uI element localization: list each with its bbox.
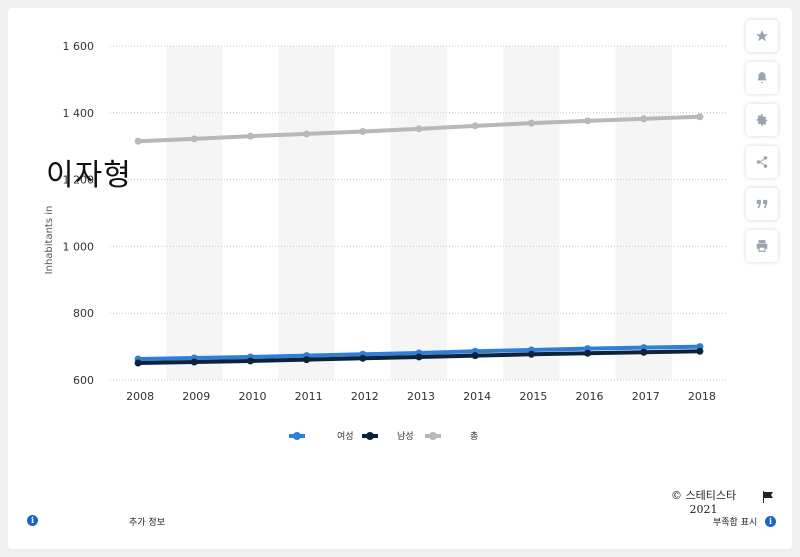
legend-swatch-dot [429, 432, 437, 440]
series-2 [134, 113, 704, 145]
sidebar-toolbar [746, 20, 780, 272]
x-tick-label: 2008 [126, 390, 154, 403]
legend-label: 여성 [337, 430, 354, 442]
data-point[interactable] [190, 135, 198, 143]
legend-item[interactable]: 총 [425, 431, 478, 442]
data-point[interactable] [471, 352, 479, 360]
data-point[interactable] [527, 350, 535, 358]
x-axis-ticks: 2008 2009 2010 2011 2012 2013 2014 2015 2016 2017… [126, 390, 716, 403]
data-point[interactable] [415, 125, 423, 133]
bell-icon [757, 72, 767, 84]
data-point[interactable] [359, 128, 367, 136]
info-icon[interactable]: i [27, 515, 38, 526]
data-point[interactable] [527, 119, 535, 127]
share-button[interactable] [746, 146, 778, 178]
gridlines [110, 45, 728, 381]
legend-swatch-dot [293, 432, 301, 440]
legend-item[interactable]: 여성 [289, 430, 354, 442]
data-point[interactable] [471, 122, 479, 130]
data-point[interactable] [134, 359, 142, 367]
x-tick-label: 2017 [632, 390, 660, 403]
legend-item[interactable]: 남성 [362, 431, 414, 442]
copyright-line2: 2021 [689, 503, 718, 516]
data-point[interactable] [640, 115, 648, 123]
x-tick-label: 2014 [463, 390, 491, 403]
legend-label: 남성 [397, 431, 414, 442]
star-icon [756, 30, 768, 42]
series-lines [134, 113, 704, 367]
gear-icon [756, 114, 768, 126]
data-point[interactable] [696, 113, 704, 121]
x-tick-label: 2018 [688, 390, 716, 403]
report-info-icon[interactable]: i [765, 516, 776, 527]
y-axis-label: Inhabitants in [44, 206, 55, 275]
alternating-bands [166, 46, 672, 380]
copyright-line1: © 스테티스타 [671, 489, 737, 502]
x-tick-label: 2012 [351, 390, 379, 403]
overlay-title: 이자형 [46, 158, 132, 193]
cite-button[interactable] [746, 188, 778, 220]
data-point[interactable] [415, 353, 423, 361]
data-point[interactable] [696, 347, 704, 355]
x-tick-label: 2016 [576, 390, 604, 403]
data-point[interactable] [134, 137, 142, 145]
copyright[interactable]: © 스테티스타 2021 [671, 489, 736, 517]
data-point[interactable] [246, 357, 254, 365]
y-tick-label: 1 200 [63, 174, 95, 187]
band [503, 46, 560, 380]
y-tick-label: 1 600 [63, 40, 95, 53]
y-tick-label: 800 [73, 307, 94, 320]
quote-icon [756, 199, 768, 209]
data-point[interactable] [303, 130, 311, 138]
data-point[interactable] [584, 117, 592, 125]
x-tick-label: 2010 [238, 390, 266, 403]
y-tick-label: 1 400 [63, 107, 95, 120]
more-info-link[interactable]: 추가 정보 [129, 518, 165, 528]
band [166, 46, 223, 380]
print-icon [756, 240, 768, 252]
report-link[interactable]: 부족함 표시 [713, 518, 758, 528]
notification-button[interactable] [746, 62, 778, 94]
x-tick-label: 2015 [519, 390, 547, 403]
x-tick-label: 2009 [182, 390, 210, 403]
settings-button[interactable] [746, 104, 778, 136]
band [615, 46, 672, 380]
legend-swatch-dot [366, 432, 374, 440]
x-tick-label: 2013 [407, 390, 435, 403]
y-axis-ticks: 600 800 1 000 1 200 1 400 1 600 [63, 40, 95, 387]
data-point[interactable] [303, 356, 311, 364]
print-button[interactable] [746, 230, 778, 262]
favorite-button[interactable] [746, 20, 778, 52]
data-point[interactable] [584, 349, 592, 357]
band [390, 46, 448, 380]
data-point[interactable] [246, 132, 254, 140]
data-point[interactable] [359, 354, 367, 362]
x-tick-label: 2011 [295, 390, 323, 403]
share-icon [756, 156, 768, 168]
band [278, 46, 335, 380]
data-point[interactable] [640, 348, 648, 356]
y-tick-label: 600 [73, 374, 94, 387]
data-point[interactable] [190, 358, 198, 366]
legend: 여성 남성 총 [289, 430, 478, 442]
y-tick-label: 1 000 [63, 240, 95, 253]
series-1 [134, 347, 704, 367]
flag-icon[interactable] [762, 491, 774, 503]
legend-label: 총 [470, 431, 478, 442]
